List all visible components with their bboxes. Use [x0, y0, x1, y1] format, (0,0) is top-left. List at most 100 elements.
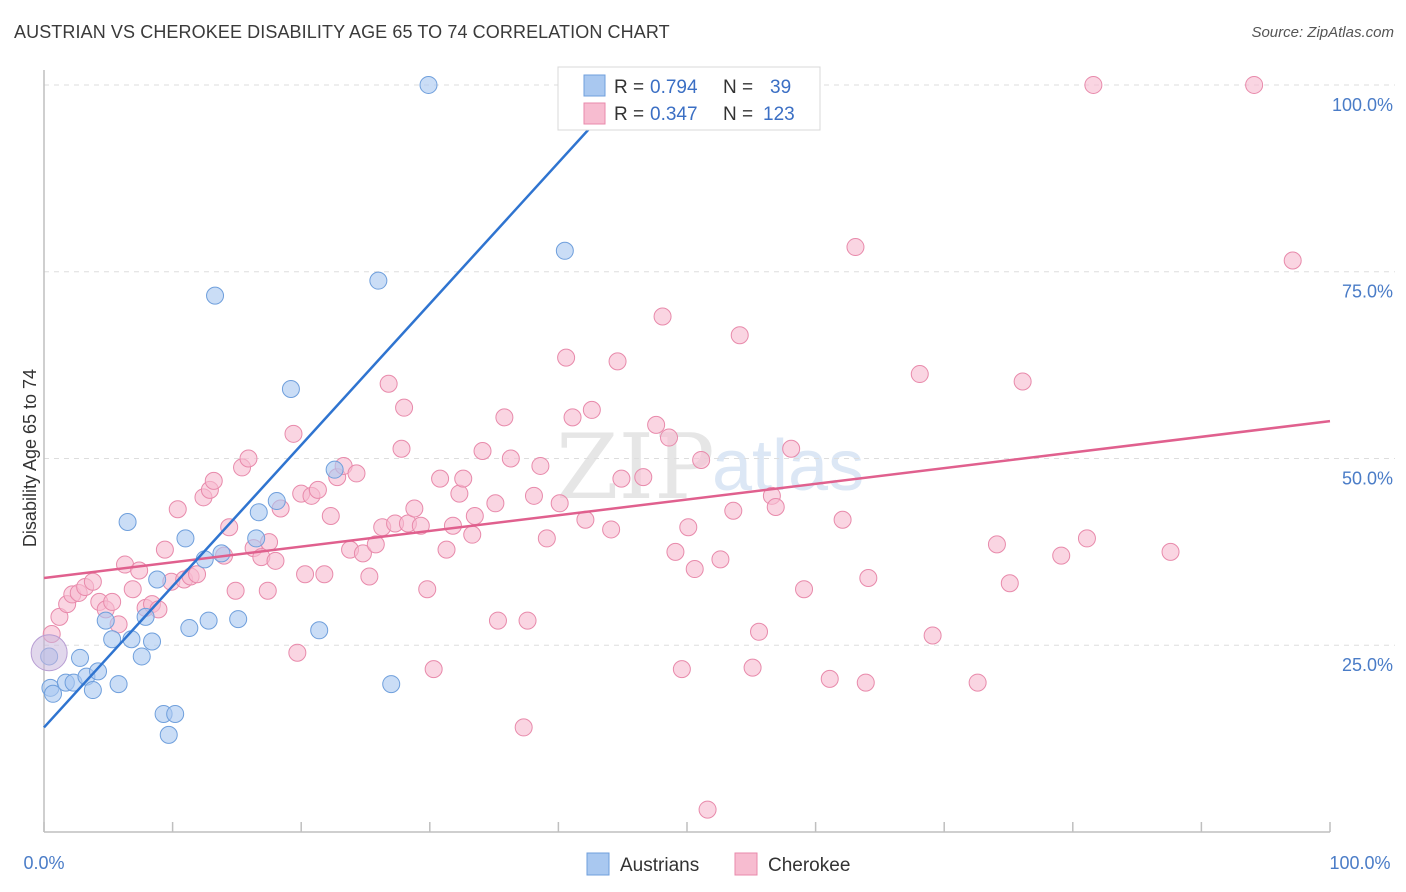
source-note: Source: ZipAtlas.com — [1251, 24, 1394, 41]
cherokee-point — [672, 660, 691, 679]
cherokee-point — [1161, 542, 1180, 561]
cherokee-point — [1245, 75, 1264, 94]
cherokee-point — [743, 658, 762, 677]
watermark: ZIP atlas — [556, 415, 864, 520]
austrian-point — [206, 286, 225, 305]
legend-n-label-cherokee: N = — [723, 104, 753, 125]
y-tick-label: 50.0% — [1342, 468, 1393, 488]
cherokee-point — [473, 442, 492, 460]
cherokee-point — [820, 669, 839, 688]
cherokee-point — [360, 567, 379, 586]
y-tick-label: 25.0% — [1342, 655, 1393, 675]
cherokee-point — [454, 469, 473, 488]
cherokee-point — [395, 398, 414, 417]
cherokee-point — [531, 456, 550, 475]
cherokee-point — [486, 494, 505, 513]
austrian-point — [555, 241, 574, 260]
cherokee-point — [155, 540, 174, 559]
austrian-point — [281, 379, 300, 398]
austrian-point — [310, 621, 329, 640]
cherokee-point — [698, 800, 717, 819]
legend-swatch-cherokee — [583, 102, 606, 125]
cherokee-point — [1084, 75, 1103, 94]
cherokee-point — [437, 540, 456, 559]
cherokee-point — [1052, 546, 1071, 565]
cherokee-point — [833, 510, 852, 529]
cherokee-point — [353, 544, 372, 563]
cherokee-point — [782, 439, 801, 458]
cherokee-point — [188, 565, 207, 584]
cherokee-point — [296, 565, 315, 584]
cherokee-point — [766, 498, 785, 517]
austrian-point — [180, 619, 199, 638]
cherokee-trend-line — [43, 419, 1331, 580]
cherokee-point — [968, 673, 987, 692]
austrian-point — [267, 492, 286, 511]
cherokee-point — [659, 428, 678, 447]
cherokee-point — [204, 471, 223, 490]
austrian-point — [325, 460, 344, 479]
cherokee-point — [685, 560, 704, 579]
austrian-point — [176, 529, 195, 548]
cherokee-point — [634, 468, 653, 487]
cherokee-point — [501, 449, 520, 468]
cherokee-point — [653, 307, 672, 326]
cherokee-point — [308, 480, 327, 499]
cherokee-point — [220, 518, 239, 537]
austrian-point — [118, 512, 137, 531]
cherokee-point — [987, 535, 1006, 554]
cherokee-point — [910, 365, 929, 384]
cherokee-point — [123, 580, 142, 599]
cherokee-point — [418, 580, 437, 599]
legend-r-value-cherokee: 0.347 — [650, 104, 698, 125]
austrian-point — [166, 704, 185, 723]
y-axis-label: Disability Age 65 to 74 — [20, 369, 40, 547]
cherokee-point — [1000, 574, 1019, 593]
cherokee-point — [514, 718, 533, 737]
cherokee-point — [724, 501, 743, 520]
cherokee-point — [103, 592, 122, 611]
cherokee-point — [795, 580, 814, 599]
legend-n-label-austrians: N = — [723, 77, 753, 98]
y-tick-labels: 25.0% 50.0% 75.0% 100.0% — [1332, 95, 1393, 675]
legend-n-value-cherokee: 123 — [763, 104, 795, 125]
cherokee-point — [557, 348, 576, 367]
cherokee-point — [321, 506, 340, 525]
chart-title: AUSTRIAN VS CHEROKEE DISABILITY AGE 65 T… — [14, 22, 670, 42]
austrian-point — [249, 503, 268, 522]
cherokee-point — [450, 484, 469, 503]
cherokee-point — [266, 551, 285, 570]
austrian-point — [382, 675, 401, 694]
x-tick-labels: 0.0% 100.0% — [23, 853, 1390, 873]
cherokee-point — [424, 660, 443, 679]
austrian-point — [132, 647, 151, 666]
austrian-point — [369, 271, 388, 290]
legend-r-value-austrians: 0.794 — [650, 77, 698, 98]
cherokee-point — [666, 542, 685, 561]
austrian-point — [44, 684, 63, 703]
austrian-point — [212, 544, 231, 563]
cherokee-points — [42, 75, 1302, 819]
cherokee-point — [465, 506, 484, 525]
trend-lines — [43, 84, 1331, 729]
cherokee-point — [730, 326, 749, 345]
cherokee-point — [226, 581, 245, 600]
cherokee-point — [711, 550, 730, 569]
austrian-point — [199, 611, 218, 630]
austrian-point — [419, 75, 438, 94]
austrian-point — [89, 662, 108, 681]
cherokee-point — [923, 626, 942, 645]
austrian-point — [143, 632, 162, 651]
cherokee-point — [518, 611, 537, 630]
cherokee-point — [315, 565, 334, 584]
cherokee-point — [379, 374, 398, 393]
austrian-point — [109, 675, 128, 694]
series-swatch-cherokee — [734, 852, 758, 876]
series-label-austrians: Austrians — [620, 855, 699, 876]
cherokee-point — [83, 572, 102, 591]
cherokee-point — [550, 494, 569, 513]
cherokee-point — [405, 499, 424, 518]
cherokee-point — [258, 581, 277, 600]
cherokee-point — [679, 518, 698, 537]
